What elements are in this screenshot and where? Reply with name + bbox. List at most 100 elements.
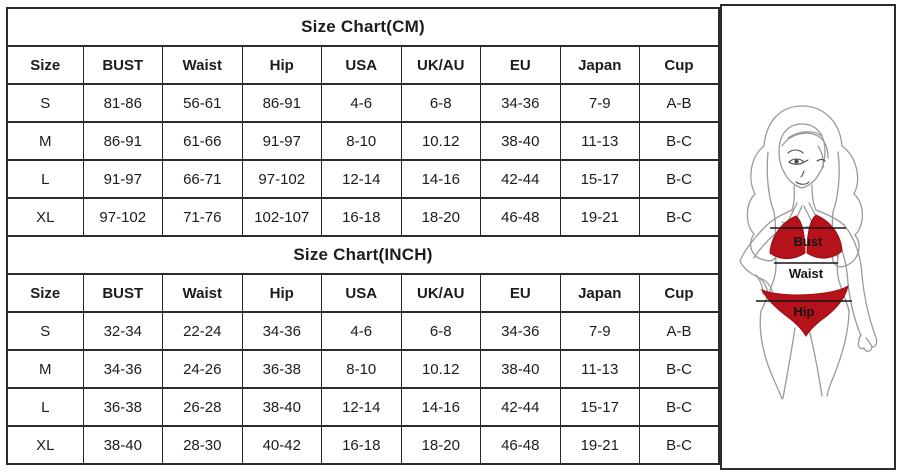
column-header-size: Size <box>6 45 84 85</box>
value-cell: 36-38 <box>241 349 322 389</box>
value-cell: 28-30 <box>162 425 243 465</box>
size-cell: M <box>6 349 84 389</box>
value-cell: 19-21 <box>559 425 640 465</box>
value-cell: 46-48 <box>480 425 561 465</box>
value-cell: A-B <box>639 83 720 123</box>
value-cell: 38-40 <box>480 121 561 161</box>
column-header-bust: BUST <box>82 45 163 85</box>
value-cell: 18-20 <box>400 197 481 237</box>
value-cell: 4-6 <box>321 83 402 123</box>
value-cell: 11-13 <box>559 349 640 389</box>
value-cell: 22-24 <box>162 311 243 351</box>
column-header-uk-au: UK/AU <box>400 273 481 313</box>
column-header-uk-au: UK/AU <box>400 45 481 85</box>
column-header-japan: Japan <box>559 45 640 85</box>
size-cell: S <box>6 83 84 123</box>
column-header-usa: USA <box>321 45 402 85</box>
value-cell: 36-38 <box>82 387 163 427</box>
value-cell: 38-40 <box>480 349 561 389</box>
value-cell: 56-61 <box>162 83 243 123</box>
measurement-figure-box: Bust Waist Hip <box>720 4 896 470</box>
column-header-cup: Cup <box>639 273 720 313</box>
column-header-usa: USA <box>321 273 402 313</box>
value-cell: 91-97 <box>241 121 322 161</box>
value-cell: B-C <box>639 121 720 161</box>
size-chart-inch-table: Size Chart(INCH) Size BUST Waist Hip USA UK/AU… <box>6 235 720 465</box>
column-header-hip: Hip <box>241 273 322 313</box>
value-cell: 16-18 <box>321 425 402 465</box>
value-cell: 6-8 <box>400 83 481 123</box>
value-cell: B-C <box>639 197 720 237</box>
column-header-row: Size BUST Waist Hip USA UK/AU EU Japan Cup <box>6 45 720 85</box>
value-cell: 102-107 <box>241 197 322 237</box>
value-cell: 97-102 <box>82 197 163 237</box>
table-row-size-s: S 32-34 22-24 34-36 4-6 6-8 34-36 7-9 A-B <box>6 311 720 351</box>
bikini-top-icon <box>769 202 843 260</box>
value-cell: 8-10 <box>321 121 402 161</box>
value-cell: 12-14 <box>321 159 402 199</box>
column-header-row: Size BUST Waist Hip USA UK/AU EU Japan Cup <box>6 273 720 313</box>
size-cell: L <box>6 387 84 427</box>
column-header-eu: EU <box>480 45 561 85</box>
bust-label: Bust <box>794 234 824 249</box>
value-cell: 15-17 <box>559 387 640 427</box>
value-cell: 46-48 <box>480 197 561 237</box>
table-title: Size Chart(CM) <box>6 7 720 47</box>
hip-label: Hip <box>794 304 815 319</box>
table-row-size-xl: XL 97-102 71-76 102-107 16-18 18-20 46-48 19-21… <box>6 197 720 237</box>
value-cell: 16-18 <box>321 197 402 237</box>
value-cell: A-B <box>639 311 720 351</box>
value-cell: B-C <box>639 349 720 389</box>
value-cell: 34-36 <box>480 83 561 123</box>
size-cell: XL <box>6 197 84 237</box>
table-title: Size Chart(INCH) <box>6 235 720 275</box>
column-header-size: Size <box>6 273 84 313</box>
value-cell: 71-76 <box>162 197 243 237</box>
table-row-size-m: M 34-36 24-26 36-38 8-10 10.12 38-40 11-13 B-C <box>6 349 720 389</box>
bikini-bottom-icon <box>760 284 849 337</box>
value-cell: 7-9 <box>559 311 640 351</box>
value-cell: 34-36 <box>82 349 163 389</box>
value-cell: 14-16 <box>400 387 481 427</box>
column-header-japan: Japan <box>559 273 640 313</box>
value-cell: B-C <box>639 159 720 199</box>
table-row-size-l: L 36-38 26-28 38-40 12-14 14-16 42-44 15-17 B-C <box>6 387 720 427</box>
value-cell: 97-102 <box>241 159 322 199</box>
value-cell: 18-20 <box>400 425 481 465</box>
value-cell: 38-40 <box>241 387 322 427</box>
figure-body <box>739 209 878 400</box>
value-cell: 61-66 <box>162 121 243 161</box>
table-title-row: Size Chart(CM) <box>6 7 720 47</box>
size-cell: M <box>6 121 84 161</box>
value-cell: 40-42 <box>241 425 322 465</box>
column-header-waist: Waist <box>162 45 243 85</box>
value-cell: B-C <box>639 425 720 465</box>
value-cell: 26-28 <box>162 387 243 427</box>
size-cell: XL <box>6 425 84 465</box>
column-header-cup: Cup <box>639 45 720 85</box>
size-cell: L <box>6 159 84 199</box>
value-cell: 38-40 <box>82 425 163 465</box>
table-row-size-l: L 91-97 66-71 97-102 12-14 14-16 42-44 15-17 B-C <box>6 159 720 199</box>
figure-face <box>778 123 829 211</box>
value-cell: 86-91 <box>82 121 163 161</box>
value-cell: 8-10 <box>321 349 402 389</box>
column-header-eu: EU <box>480 273 561 313</box>
size-chart-cm-table: Size Chart(CM) Size BUST Waist Hip USA UK/AU EU… <box>6 7 720 237</box>
value-cell: 12-14 <box>321 387 402 427</box>
value-cell: 42-44 <box>480 387 561 427</box>
table-row-size-xl: XL 38-40 28-30 40-42 16-18 18-20 46-48 19-21 B-C <box>6 425 720 465</box>
value-cell: 7-9 <box>559 83 640 123</box>
value-cell: 91-97 <box>82 159 163 199</box>
value-cell: 34-36 <box>241 311 322 351</box>
waist-label: Waist <box>789 266 824 281</box>
value-cell: 32-34 <box>82 311 163 351</box>
value-cell: 6-8 <box>400 311 481 351</box>
value-cell: 42-44 <box>480 159 561 199</box>
value-cell: 19-21 <box>559 197 640 237</box>
value-cell: 24-26 <box>162 349 243 389</box>
value-cell: B-C <box>639 387 720 427</box>
column-header-waist: Waist <box>162 273 243 313</box>
value-cell: 10.12 <box>400 349 481 389</box>
